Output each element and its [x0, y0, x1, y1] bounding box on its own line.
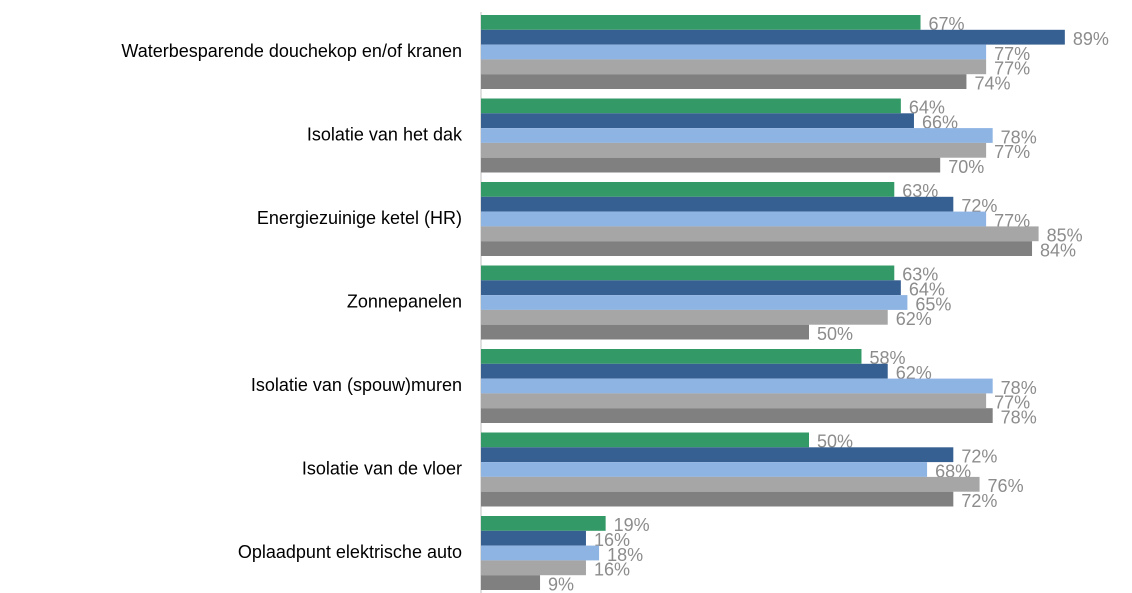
bar [481, 226, 1039, 242]
value-label: 50% [817, 324, 853, 344]
bar [481, 74, 967, 89]
value-label: 72% [961, 196, 997, 216]
bar [481, 196, 954, 212]
bar [481, 476, 980, 492]
value-label: 78% [1001, 378, 1037, 398]
bar [481, 59, 987, 75]
value-label: 18% [607, 545, 643, 565]
bar [481, 15, 921, 30]
value-label: 62% [896, 309, 932, 329]
value-label: 77% [994, 142, 1030, 162]
value-label: 50% [817, 432, 853, 452]
bar [481, 98, 901, 114]
bar [481, 113, 914, 129]
bar [481, 295, 908, 310]
bar [481, 491, 954, 507]
value-label: 89% [1073, 29, 1109, 49]
bar [481, 309, 888, 325]
bar [481, 462, 928, 477]
bar [481, 516, 606, 531]
category-label: Zonnepanelen [347, 291, 462, 311]
value-label: 58% [869, 348, 905, 368]
bar [481, 393, 987, 409]
value-label: 9% [548, 574, 574, 593]
value-label: 66% [922, 112, 958, 132]
value-label: 77% [994, 393, 1030, 413]
value-label: 63% [902, 265, 938, 285]
category-label: Isolatie van (spouw)muren [251, 375, 462, 395]
bar [481, 545, 600, 561]
value-label: 16% [594, 560, 630, 580]
bar [481, 241, 1033, 256]
value-label: 72% [961, 491, 997, 511]
value-label: 74% [974, 73, 1010, 93]
bar [481, 128, 993, 143]
value-label: 68% [935, 461, 971, 481]
bar [481, 447, 954, 463]
bar [481, 280, 901, 296]
value-label: 16% [594, 530, 630, 550]
category-label: Isolatie van het dak [307, 124, 463, 144]
category-label: Isolatie van de vloer [302, 458, 462, 478]
value-label: 77% [994, 211, 1030, 231]
category-label: Oplaadpunt elektrische auto [238, 542, 462, 562]
bar [481, 363, 888, 379]
value-label: 67% [929, 14, 965, 34]
bar [481, 29, 1065, 45]
value-label: 62% [896, 363, 932, 383]
bar [481, 432, 809, 448]
bar [481, 211, 987, 227]
bar [481, 142, 987, 158]
value-label: 84% [1040, 240, 1076, 260]
value-label: 77% [994, 44, 1030, 64]
value-label: 78% [1001, 407, 1037, 427]
bar [481, 157, 941, 173]
bar [481, 265, 895, 281]
value-label: 64% [909, 279, 945, 299]
bar [481, 408, 993, 423]
value-label: 72% [961, 446, 997, 466]
value-label: 70% [948, 157, 984, 177]
bar [481, 575, 541, 590]
value-label: 63% [902, 181, 938, 201]
value-label: 65% [915, 294, 951, 314]
bar [481, 349, 862, 364]
bar [481, 378, 993, 394]
bar [481, 560, 586, 576]
bar [481, 182, 895, 197]
bar [481, 324, 809, 340]
value-label: 85% [1047, 226, 1083, 246]
value-label: 64% [909, 98, 945, 118]
value-label: 19% [614, 515, 650, 535]
bar [481, 44, 987, 60]
value-label: 78% [1001, 127, 1037, 147]
bar [481, 530, 586, 546]
value-label: 76% [988, 476, 1024, 496]
value-label: 77% [994, 59, 1030, 79]
category-label: Waterbesparende douchekop en/of kranen [121, 41, 462, 61]
category-label: Energiezuinige ketel (HR) [257, 208, 462, 228]
